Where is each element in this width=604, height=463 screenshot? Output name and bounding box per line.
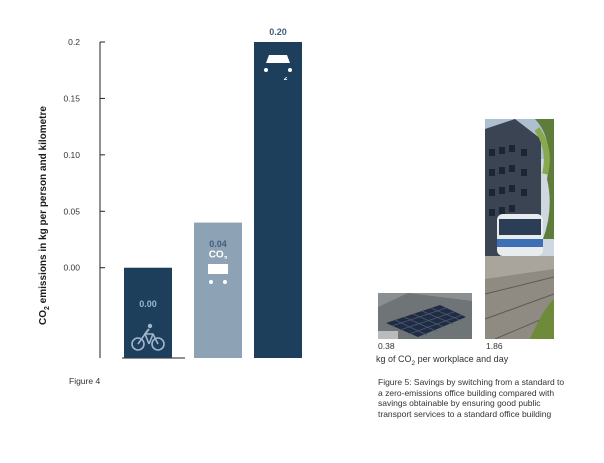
bars: 0.00 CO20.04CO20.20	[124, 27, 302, 358]
y-axis-label-sub: 2	[44, 306, 51, 310]
figure-5-unit-sub: 2	[411, 359, 416, 367]
value-label-car: 0.20	[269, 27, 287, 37]
tram-street-image	[485, 119, 554, 339]
value-label-bicycle: 0.00	[139, 299, 157, 309]
y-tick-label: 0.15	[63, 93, 80, 103]
bus-icon	[205, 259, 231, 294]
bar-group-car: CO20.20	[254, 27, 302, 358]
bar-group-bus: CO20.04	[194, 222, 242, 358]
figure-5-unit-rest: per workplace and day	[415, 354, 509, 364]
figure-4-caption: Figure 4	[69, 376, 101, 386]
tram-street-photo	[485, 119, 554, 339]
bicycle-icon	[131, 323, 165, 351]
y-tick-label: 0.2	[68, 37, 80, 47]
bar-bicycle	[124, 267, 172, 358]
y-tick-label: 0.10	[63, 150, 80, 160]
tram-value: 1.86	[486, 341, 503, 351]
solar-roof-image	[378, 293, 472, 339]
solar-roof-photo	[378, 293, 472, 339]
y-axis-label: CO2 emissions in kg per person and kilom…	[38, 25, 51, 325]
figure-5-unit: kg of CO2 per workplace and day	[376, 354, 508, 367]
value-label-bus: 0.04	[209, 239, 227, 249]
y-tick-label: 0.00	[63, 263, 80, 273]
y-tick-label: 0.05	[63, 206, 80, 216]
figure-5-unit-main: kg of CO	[376, 354, 412, 364]
solar-roof-value: 0.38	[378, 341, 395, 351]
y-axis-label-main: CO	[38, 310, 49, 325]
y-axis: 0.2 0.15 0.10 0.05 0.00	[63, 37, 185, 359]
y-axis-label-rest: emissions in kg per person and kilometre	[38, 106, 49, 307]
car-icon	[260, 50, 296, 82]
bar-car	[254, 42, 302, 358]
figure-5-caption: Figure 5: Savings by switching from a st…	[378, 377, 565, 419]
bar-group-bicycle: 0.00	[124, 267, 172, 358]
bar-bus	[194, 222, 242, 358]
